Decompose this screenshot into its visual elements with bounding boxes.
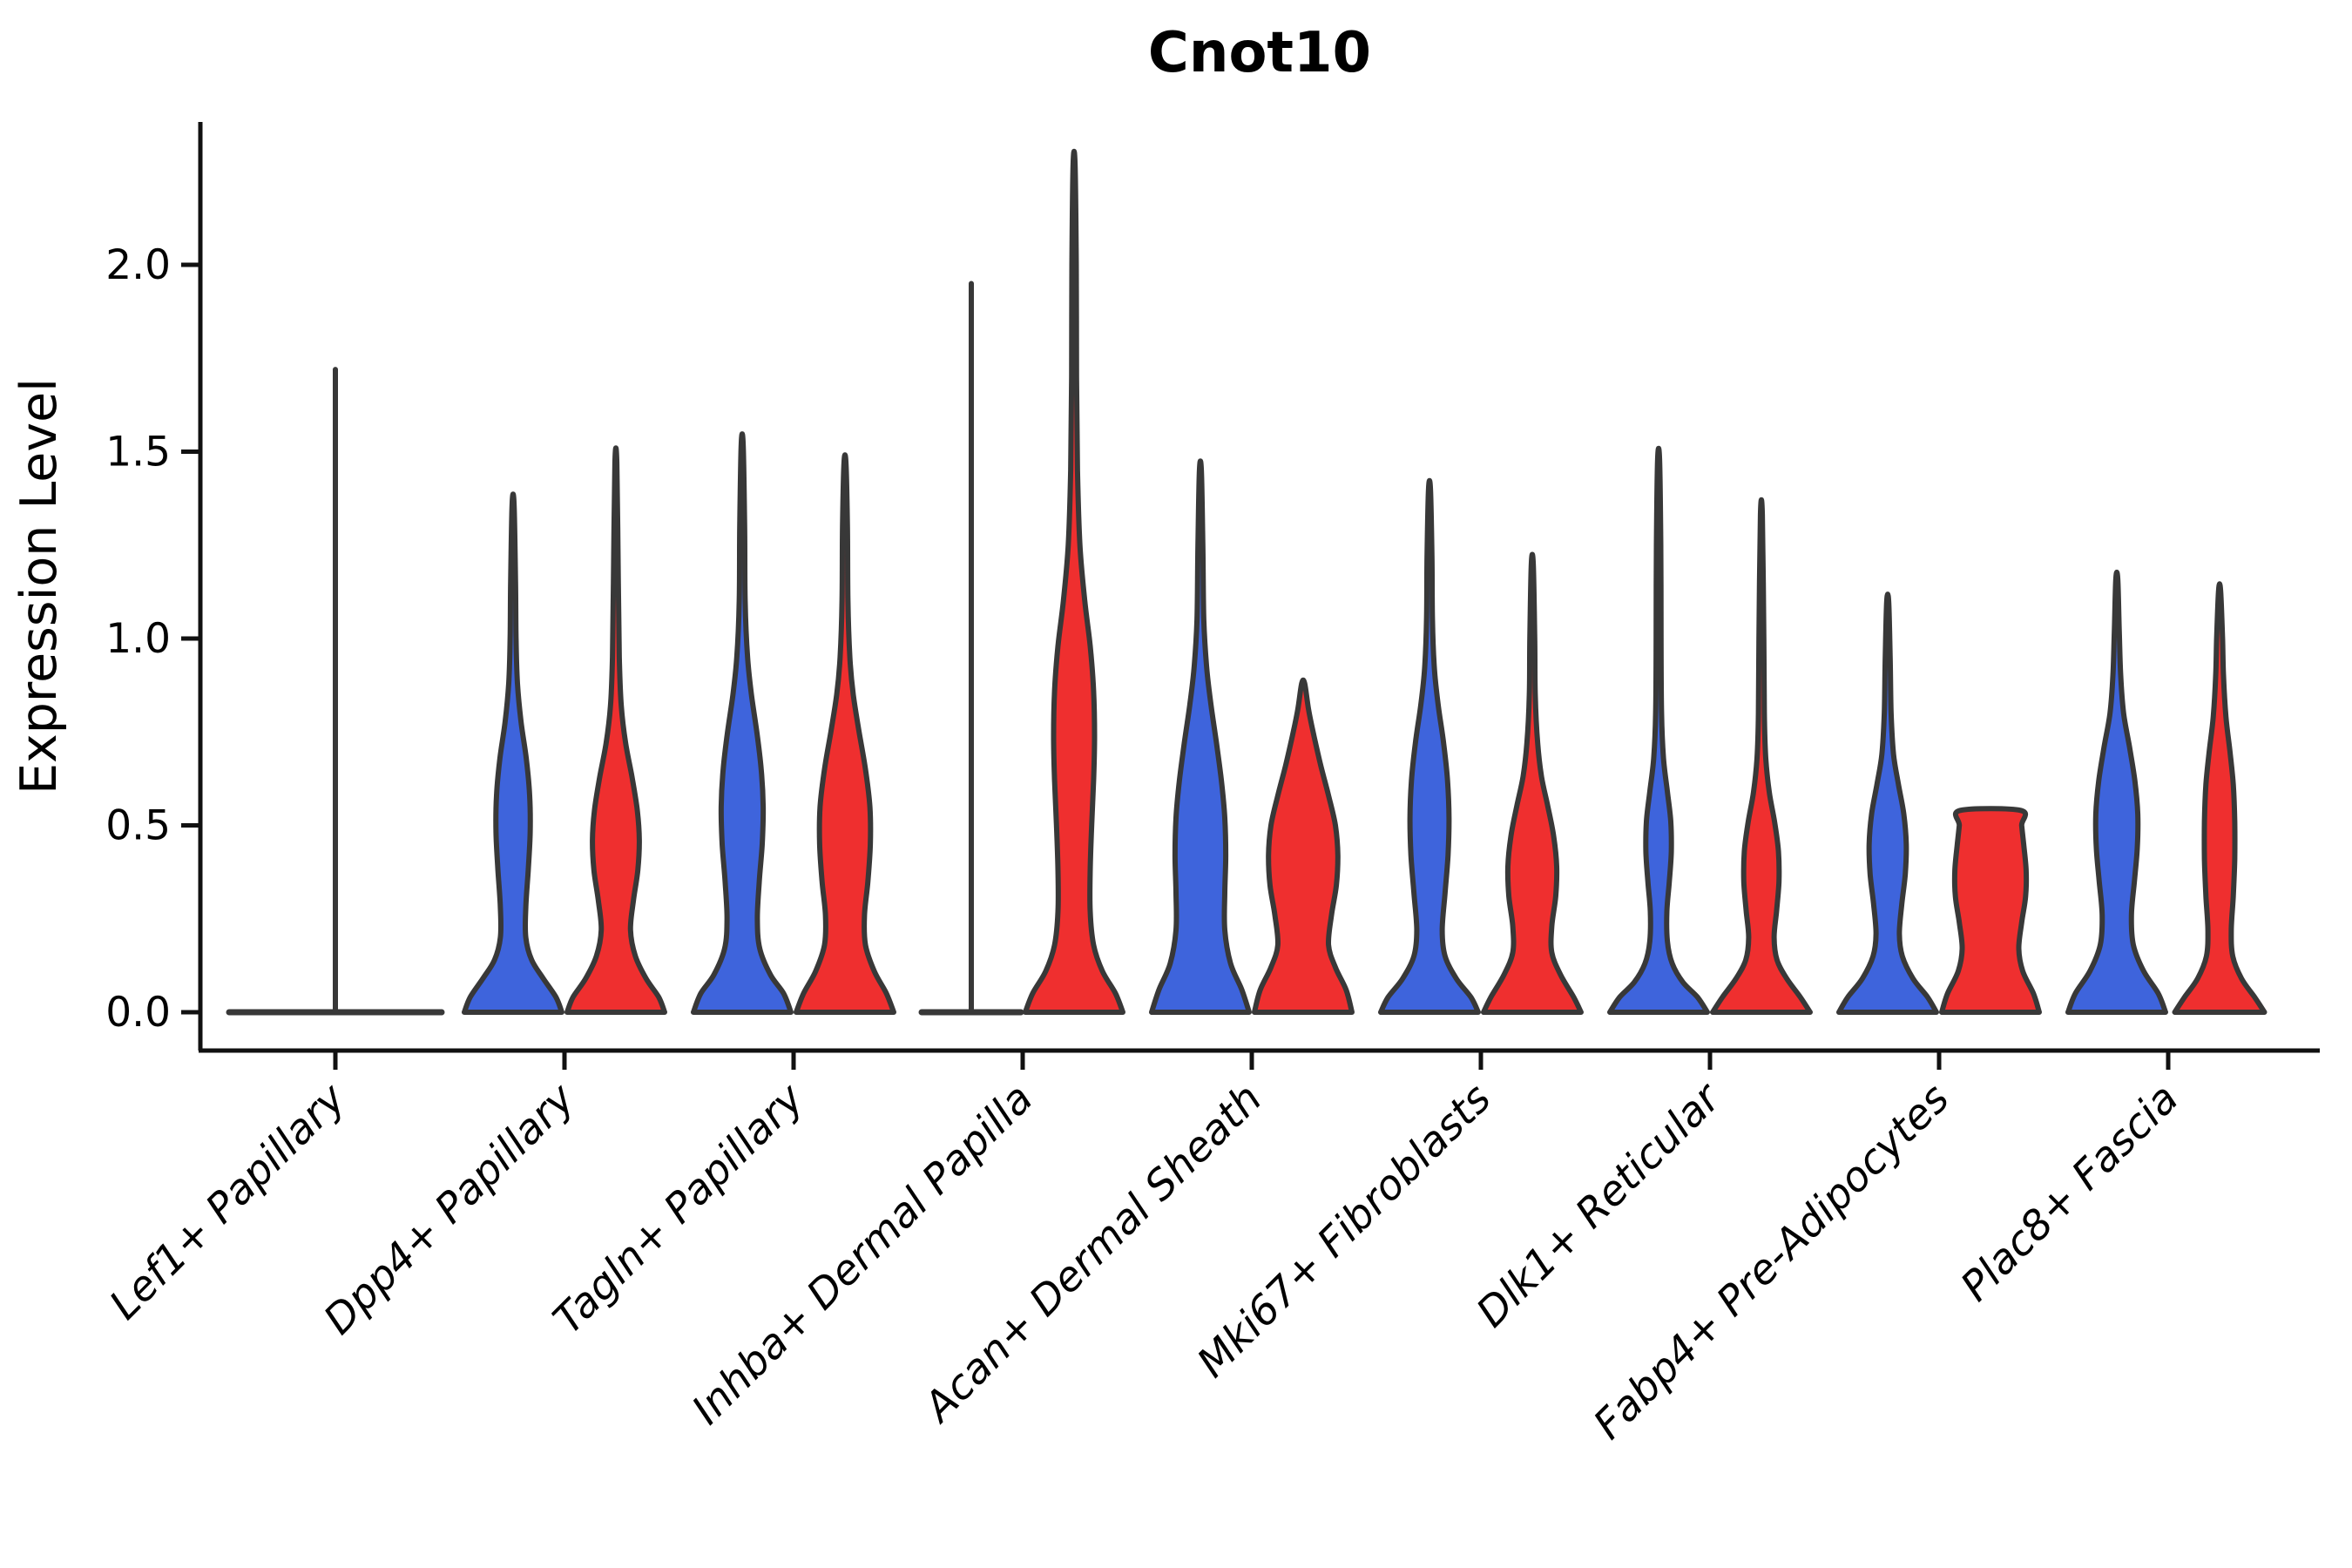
violin-acan-dermal-sheath-group1 — [1149, 458, 1252, 1015]
violin-layer — [226, 148, 2268, 1016]
violin-dpp4-papillary-group2 — [564, 445, 667, 1015]
violin-mki67-fibroblasts-group2 — [1481, 551, 1584, 1015]
violin-inhba-dermal-papilla-group2 — [1023, 148, 1125, 1015]
violin-plac8-fascia-group1 — [2065, 569, 2168, 1015]
violin-dlk1-reticular-group2 — [1710, 497, 1813, 1015]
violin-tagln-papillary-group1 — [691, 431, 794, 1015]
violin-fabp4-pre-adipocytes-group2 — [1939, 806, 2042, 1015]
violin-mki67-fibroblasts-group1 — [1378, 477, 1481, 1015]
y-axis-label: Expression Level — [10, 378, 68, 794]
y-tick-label: 1.0 — [105, 615, 171, 663]
violin-dpp4-papillary-group1 — [462, 491, 564, 1015]
x-category-label-lef1-papillary: Lef1+ Papillary — [100, 1074, 355, 1329]
x-category-label-dlk1-reticular: Dlk1+ Reticular — [1468, 1073, 1732, 1337]
violin-acan-dermal-sheath-group2 — [1252, 677, 1355, 1015]
chart-title: Cnot10 — [1148, 21, 1371, 85]
x-category-label-tagln-papillary: Tagln+ Papillary — [544, 1074, 814, 1344]
violin-plac8-fascia-group2 — [2172, 581, 2268, 1015]
violin-fabp4-pre-adipocytes-group1 — [1836, 591, 1939, 1015]
y-tick-label: 2.0 — [105, 241, 171, 289]
violin-dlk1-reticular-group1 — [1607, 445, 1710, 1015]
x-category-label-dpp4-papillary: Dpp4+ Papillary — [314, 1074, 585, 1344]
x-category-label-plac8-fascia: Plac8+ Fascia — [1951, 1075, 2187, 1311]
y-tick-label: 0.5 — [105, 802, 171, 850]
y-tick-label: 1.5 — [105, 429, 171, 476]
violin-tagln-papillary-group2 — [794, 452, 896, 1015]
axes-layer — [181, 122, 2320, 1070]
y-tick-label: 0.0 — [105, 989, 171, 1037]
